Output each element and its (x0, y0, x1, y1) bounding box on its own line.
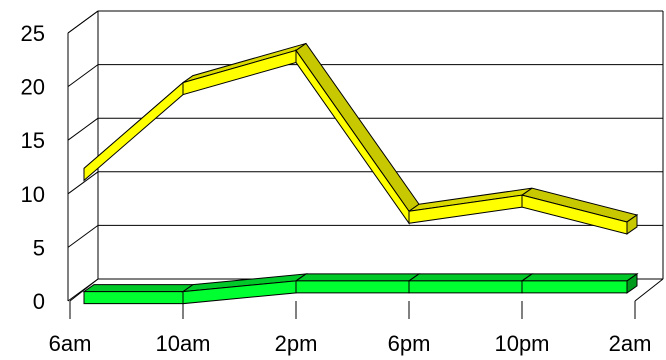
y-tick-label: 15 (21, 128, 45, 153)
series-1-end-cap (626, 213, 638, 235)
y-tick-label: 25 (21, 21, 45, 46)
series-1-segment-top-3 (295, 42, 420, 212)
series-2-segment-4 (408, 280, 523, 294)
side-gridline (67, 10, 99, 34)
series-2-segment-1 (83, 291, 184, 305)
series-2-segment-top-3 (294, 273, 421, 282)
y-axis-tick-labels: 0 5 10 15 20 25 (21, 21, 45, 314)
series-1-segment-2 (182, 49, 297, 96)
series-2-segment-top-5 (520, 273, 639, 282)
floor-right-edge (634, 278, 664, 302)
series-2-segment-top-4 (407, 273, 534, 282)
series-2-segment-5 (521, 280, 628, 294)
x-tick-label-10am: 10am (155, 331, 210, 356)
y-tick-label: 10 (21, 182, 45, 207)
series-2-end-cap (626, 272, 638, 294)
y-tick-label: 20 (21, 75, 45, 100)
series-group (82, 42, 639, 305)
series-2-segment-3 (295, 280, 410, 294)
series-line-1 (83, 42, 639, 235)
side-gridline (67, 117, 99, 141)
side-gridline (67, 224, 99, 248)
side-gridline (67, 64, 99, 88)
series-line-2 (82, 272, 639, 305)
gridlines (67, 10, 663, 302)
y-tick-label: 0 (33, 289, 45, 314)
x-tick-label-6am: 6am (49, 331, 92, 356)
side-gridline (67, 278, 99, 302)
series-1-segment-3 (295, 48, 410, 225)
x-tick-label-2pm: 2pm (275, 331, 318, 356)
y-tick-label: 5 (33, 235, 45, 260)
x-tick-label-2am: 2am (609, 331, 652, 356)
x-tick-label-6pm: 6pm (388, 331, 431, 356)
x-tick-label-10pm: 10pm (494, 331, 549, 356)
series-2-segment-top-1 (82, 284, 195, 293)
side-gridline (67, 171, 99, 195)
series-1-segment-1 (83, 81, 184, 182)
x-axis-tick-labels: 6am 10am 2pm 6pm 10pm 2am (49, 301, 652, 356)
